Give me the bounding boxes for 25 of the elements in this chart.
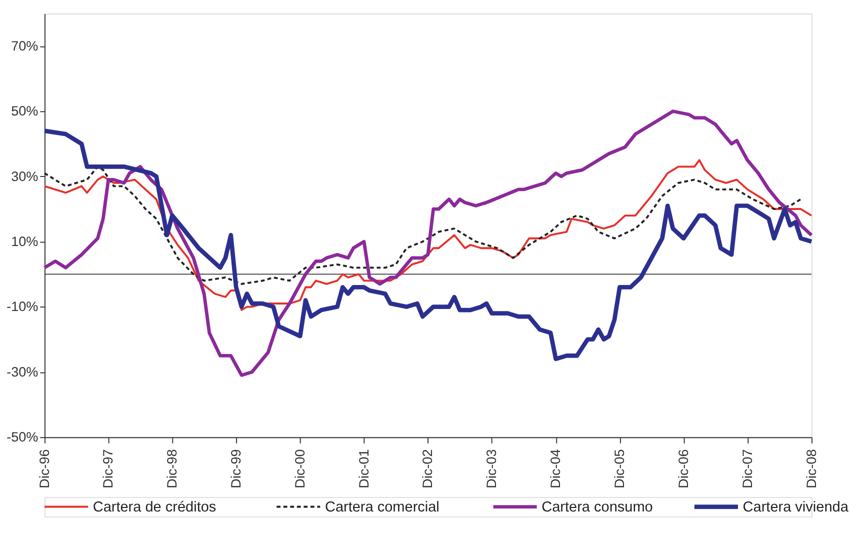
x-tick-label: Dic-06: [676, 449, 691, 488]
x-tick-label: Dic-05: [612, 449, 628, 488]
legend-label: Cartera consumo: [542, 500, 653, 516]
x-tick-label: Dic-07: [740, 449, 755, 488]
y-tick-label: 70%: [11, 38, 38, 54]
x-tick-label: Dic-99: [228, 449, 244, 488]
y-tick-label: -30%: [6, 364, 38, 380]
x-tick-label: Dic-97: [100, 449, 116, 488]
x-tick-label: Dic-98: [164, 449, 180, 488]
x-tick-label: Dic-08: [804, 449, 819, 488]
y-tick-label: 30%: [11, 168, 38, 184]
y-tick-label: 50%: [11, 104, 38, 119]
x-tick-label: Dic-03: [484, 449, 500, 488]
x-tick-label: Dic-96: [36, 449, 52, 488]
line-series: [44, 159, 812, 312]
legend-label: Cartera vivienda: [742, 500, 850, 516]
x-tick-label: Dic-02: [420, 449, 436, 488]
y-tick-label: -10%: [6, 299, 38, 314]
legend-label: Cartera de créditos: [92, 500, 216, 516]
legend-label: Cartera comercial: [324, 500, 440, 516]
x-tick-label: Dic-01: [356, 449, 372, 488]
y-tick-label: 10%: [11, 234, 38, 249]
x-tick-label: Dic-04: [548, 448, 564, 488]
y-tick-label: -50%: [6, 429, 38, 444]
x-tick-label: Dic-00: [292, 449, 308, 488]
